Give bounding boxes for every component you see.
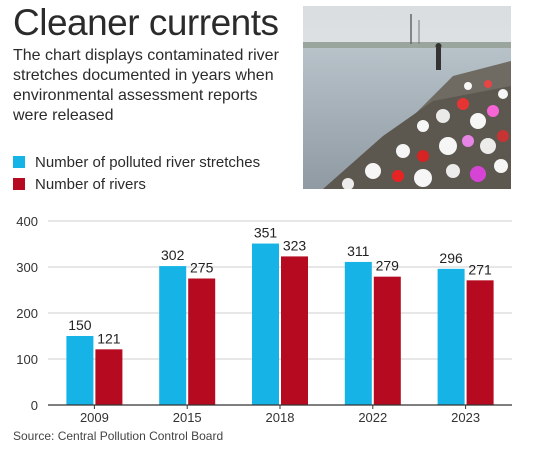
x-tick-label: 2015 bbox=[173, 410, 202, 425]
chart-subtitle: The chart displays contaminated river st… bbox=[13, 47, 279, 124]
bar bbox=[159, 266, 187, 405]
y-tick-label: 100 bbox=[16, 352, 38, 367]
legend-swatch-rivers bbox=[13, 178, 25, 190]
legend-swatch-polluted-stretches bbox=[13, 156, 25, 168]
bar bbox=[281, 256, 308, 405]
bar bbox=[466, 280, 494, 405]
y-tick-label: 200 bbox=[16, 306, 38, 321]
data-label: 121 bbox=[97, 330, 121, 346]
y-tick-label: 300 bbox=[16, 260, 38, 275]
data-label: 279 bbox=[376, 258, 400, 274]
data-label: 296 bbox=[439, 250, 463, 266]
bar bbox=[252, 243, 279, 405]
x-tick-label: 2023 bbox=[451, 410, 480, 425]
x-tick-label: 2018 bbox=[266, 410, 295, 425]
y-tick-label: 0 bbox=[31, 398, 38, 413]
data-label: 271 bbox=[468, 261, 492, 277]
legend: Number of polluted river stretches Numbe… bbox=[13, 151, 260, 195]
data-label: 302 bbox=[161, 247, 185, 263]
photo-illustration bbox=[303, 6, 511, 189]
bar bbox=[373, 276, 401, 405]
y-tick-label: 400 bbox=[16, 214, 38, 229]
legend-label-polluted-stretches: Number of polluted river stretches bbox=[35, 153, 261, 171]
data-label: 150 bbox=[68, 317, 92, 333]
river-garbage-photo bbox=[303, 6, 511, 189]
legend-item-polluted-stretches: Number of polluted river stretches bbox=[13, 151, 260, 173]
bar bbox=[66, 336, 94, 405]
legend-item-rivers: Number of rivers bbox=[13, 173, 260, 195]
data-label: 351 bbox=[254, 225, 278, 241]
bar bbox=[95, 349, 123, 405]
legend-label-rivers: Number of rivers bbox=[35, 175, 146, 193]
data-label: 311 bbox=[347, 243, 370, 259]
data-label: 323 bbox=[283, 237, 307, 253]
x-tick-label: 2022 bbox=[358, 410, 387, 425]
bar bbox=[188, 278, 216, 405]
bar bbox=[344, 261, 372, 405]
bar bbox=[437, 268, 465, 405]
x-tick-label: 2009 bbox=[80, 410, 109, 425]
chart-title: Cleaner currents bbox=[13, 2, 279, 43]
data-label: 275 bbox=[190, 260, 214, 276]
source-note: Source: Central Pollution Control Board bbox=[13, 429, 224, 443]
